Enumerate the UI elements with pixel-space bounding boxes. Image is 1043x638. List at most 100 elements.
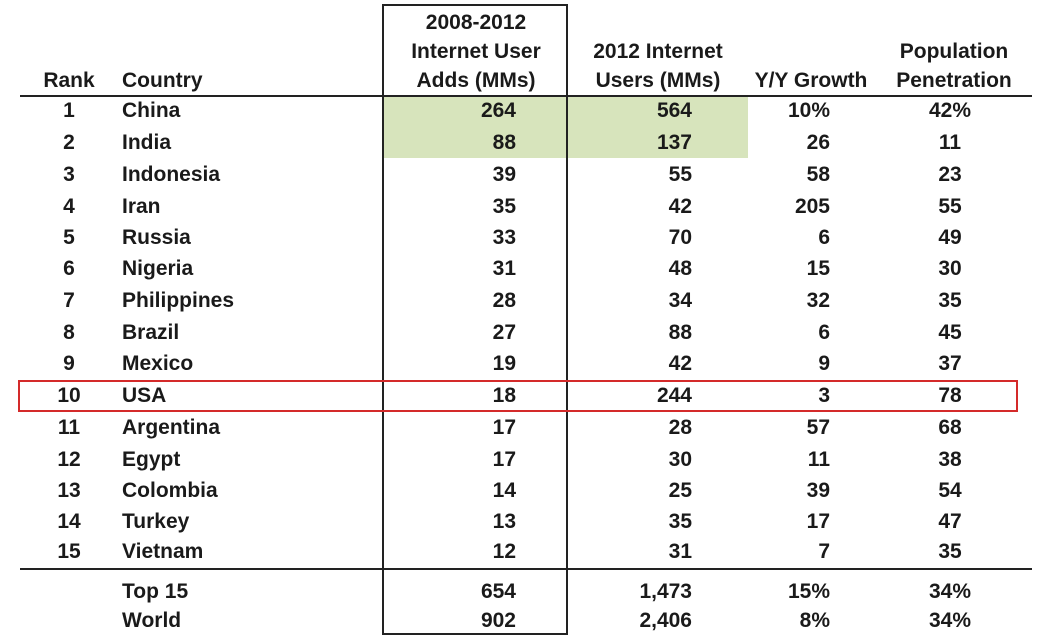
country-cell: Indonesia: [122, 163, 221, 186]
header-penetration-line1: Population: [899, 40, 1009, 63]
country-cell: Egypt: [122, 448, 181, 471]
users-cell: 2,406: [639, 609, 692, 632]
rank-cell: 9: [63, 352, 75, 375]
users-cell: 1,473: [639, 580, 692, 603]
users-cell: 70: [668, 226, 692, 249]
rank-cell: 13: [57, 479, 81, 502]
rank-cell: 10: [57, 384, 81, 407]
adds-cell: 17: [492, 416, 516, 439]
country-cell: Nigeria: [122, 257, 194, 280]
penetration-cell: 11: [938, 131, 962, 154]
penetration-cell: 78: [938, 384, 962, 407]
header-yy: Y/Y Growth: [754, 69, 868, 92]
rank-cell: 14: [57, 510, 81, 533]
users-cell: 564: [656, 99, 692, 122]
country-cell: Vietnam: [122, 540, 204, 563]
penetration-cell: 34%: [928, 609, 972, 632]
penetration-cell: 54: [938, 479, 962, 502]
users-cell: 35: [668, 510, 692, 533]
header-adds-line1: 2008-2012: [425, 11, 527, 34]
users-cell: 42: [668, 352, 692, 375]
rank-cell: 3: [63, 163, 75, 186]
header-users-line2: Users (MMs): [595, 69, 721, 92]
adds-cell: 264: [480, 99, 516, 122]
country-cell: Argentina: [122, 416, 221, 439]
rank-cell: 6: [63, 257, 75, 280]
yy-growth-cell: 6: [818, 321, 830, 344]
rank-cell: 2: [63, 131, 75, 154]
users-cell: 34: [668, 289, 692, 312]
adds-cell: 14: [492, 479, 516, 502]
yy-growth-cell: 58: [806, 163, 830, 186]
adds-cell: 654: [480, 580, 516, 603]
header-users-line1: 2012 Internet: [593, 40, 723, 63]
yy-growth-cell: 6: [818, 226, 830, 249]
penetration-cell: 23: [938, 163, 962, 186]
adds-cell: 902: [480, 609, 516, 632]
rank-cell: 12: [57, 448, 81, 471]
rank-cell: 8: [63, 321, 75, 344]
adds-cell: 18: [492, 384, 516, 407]
country-cell: Colombia: [122, 479, 218, 502]
rank-cell: 11: [57, 416, 81, 439]
penetration-cell: 68: [938, 416, 962, 439]
yy-growth-cell: 15: [806, 257, 830, 280]
yy-growth-cell: 17: [806, 510, 830, 533]
adds-cell: 33: [492, 226, 516, 249]
users-cell: 88: [668, 321, 692, 344]
users-cell: 55: [668, 163, 692, 186]
country-cell: USA: [122, 384, 167, 407]
header-penetration-line2: Penetration: [896, 69, 1012, 92]
users-cell: 137: [656, 131, 692, 154]
adds-cell: 17: [492, 448, 516, 471]
country-cell: Iran: [122, 195, 161, 218]
penetration-cell: 35: [938, 540, 962, 563]
users-cell: 48: [668, 257, 692, 280]
penetration-cell: 34%: [928, 580, 972, 603]
totals-label-cell: World: [122, 609, 182, 632]
header-rank: Rank: [43, 69, 95, 92]
rank-cell: 1: [63, 99, 75, 122]
highlight-adds: [384, 96, 568, 158]
country-cell: Brazil: [122, 321, 180, 344]
country-cell: Mexico: [122, 352, 194, 375]
yy-growth-cell: 11: [807, 448, 830, 471]
penetration-cell: 30: [938, 257, 962, 280]
country-cell: Russia: [122, 226, 191, 249]
penetration-cell: 35: [938, 289, 962, 312]
penetration-cell: 55: [938, 195, 962, 218]
country-cell: China: [122, 99, 181, 122]
yy-growth-cell: 9: [818, 352, 830, 375]
yy-growth-cell: 57: [806, 416, 830, 439]
adds-cell: 88: [492, 131, 516, 154]
yy-growth-cell: 15%: [787, 580, 830, 603]
adds-cell: 19: [492, 352, 516, 375]
yy-growth-cell: 3: [818, 384, 830, 407]
header-adds-line3: Adds (MMs): [416, 69, 536, 92]
users-cell: 42: [668, 195, 692, 218]
users-cell: 30: [668, 448, 692, 471]
adds-column-box: [382, 4, 568, 635]
penetration-cell: 42%: [928, 99, 972, 122]
yy-growth-cell: 32: [806, 289, 830, 312]
adds-cell: 35: [492, 195, 516, 218]
adds-cell: 28: [492, 289, 516, 312]
rank-cell: 15: [57, 540, 81, 563]
penetration-cell: 47: [938, 510, 962, 533]
totals-label-cell: Top 15: [122, 580, 189, 603]
penetration-cell: 45: [938, 321, 962, 344]
yy-growth-cell: 7: [818, 540, 830, 563]
penetration-cell: 38: [938, 448, 962, 471]
header-adds-line2: Internet User: [411, 40, 541, 63]
country-cell: Turkey: [122, 510, 190, 533]
highlight-users: [568, 96, 748, 158]
adds-cell: 27: [492, 321, 516, 344]
users-cell: 28: [668, 416, 692, 439]
yy-growth-cell: 205: [794, 195, 830, 218]
totals-divider: [20, 568, 1032, 570]
adds-cell: 13: [492, 510, 516, 533]
country-cell: Philippines: [122, 289, 235, 312]
yy-growth-cell: 10%: [787, 99, 830, 122]
country-cell: India: [122, 131, 172, 154]
penetration-cell: 37: [938, 352, 962, 375]
